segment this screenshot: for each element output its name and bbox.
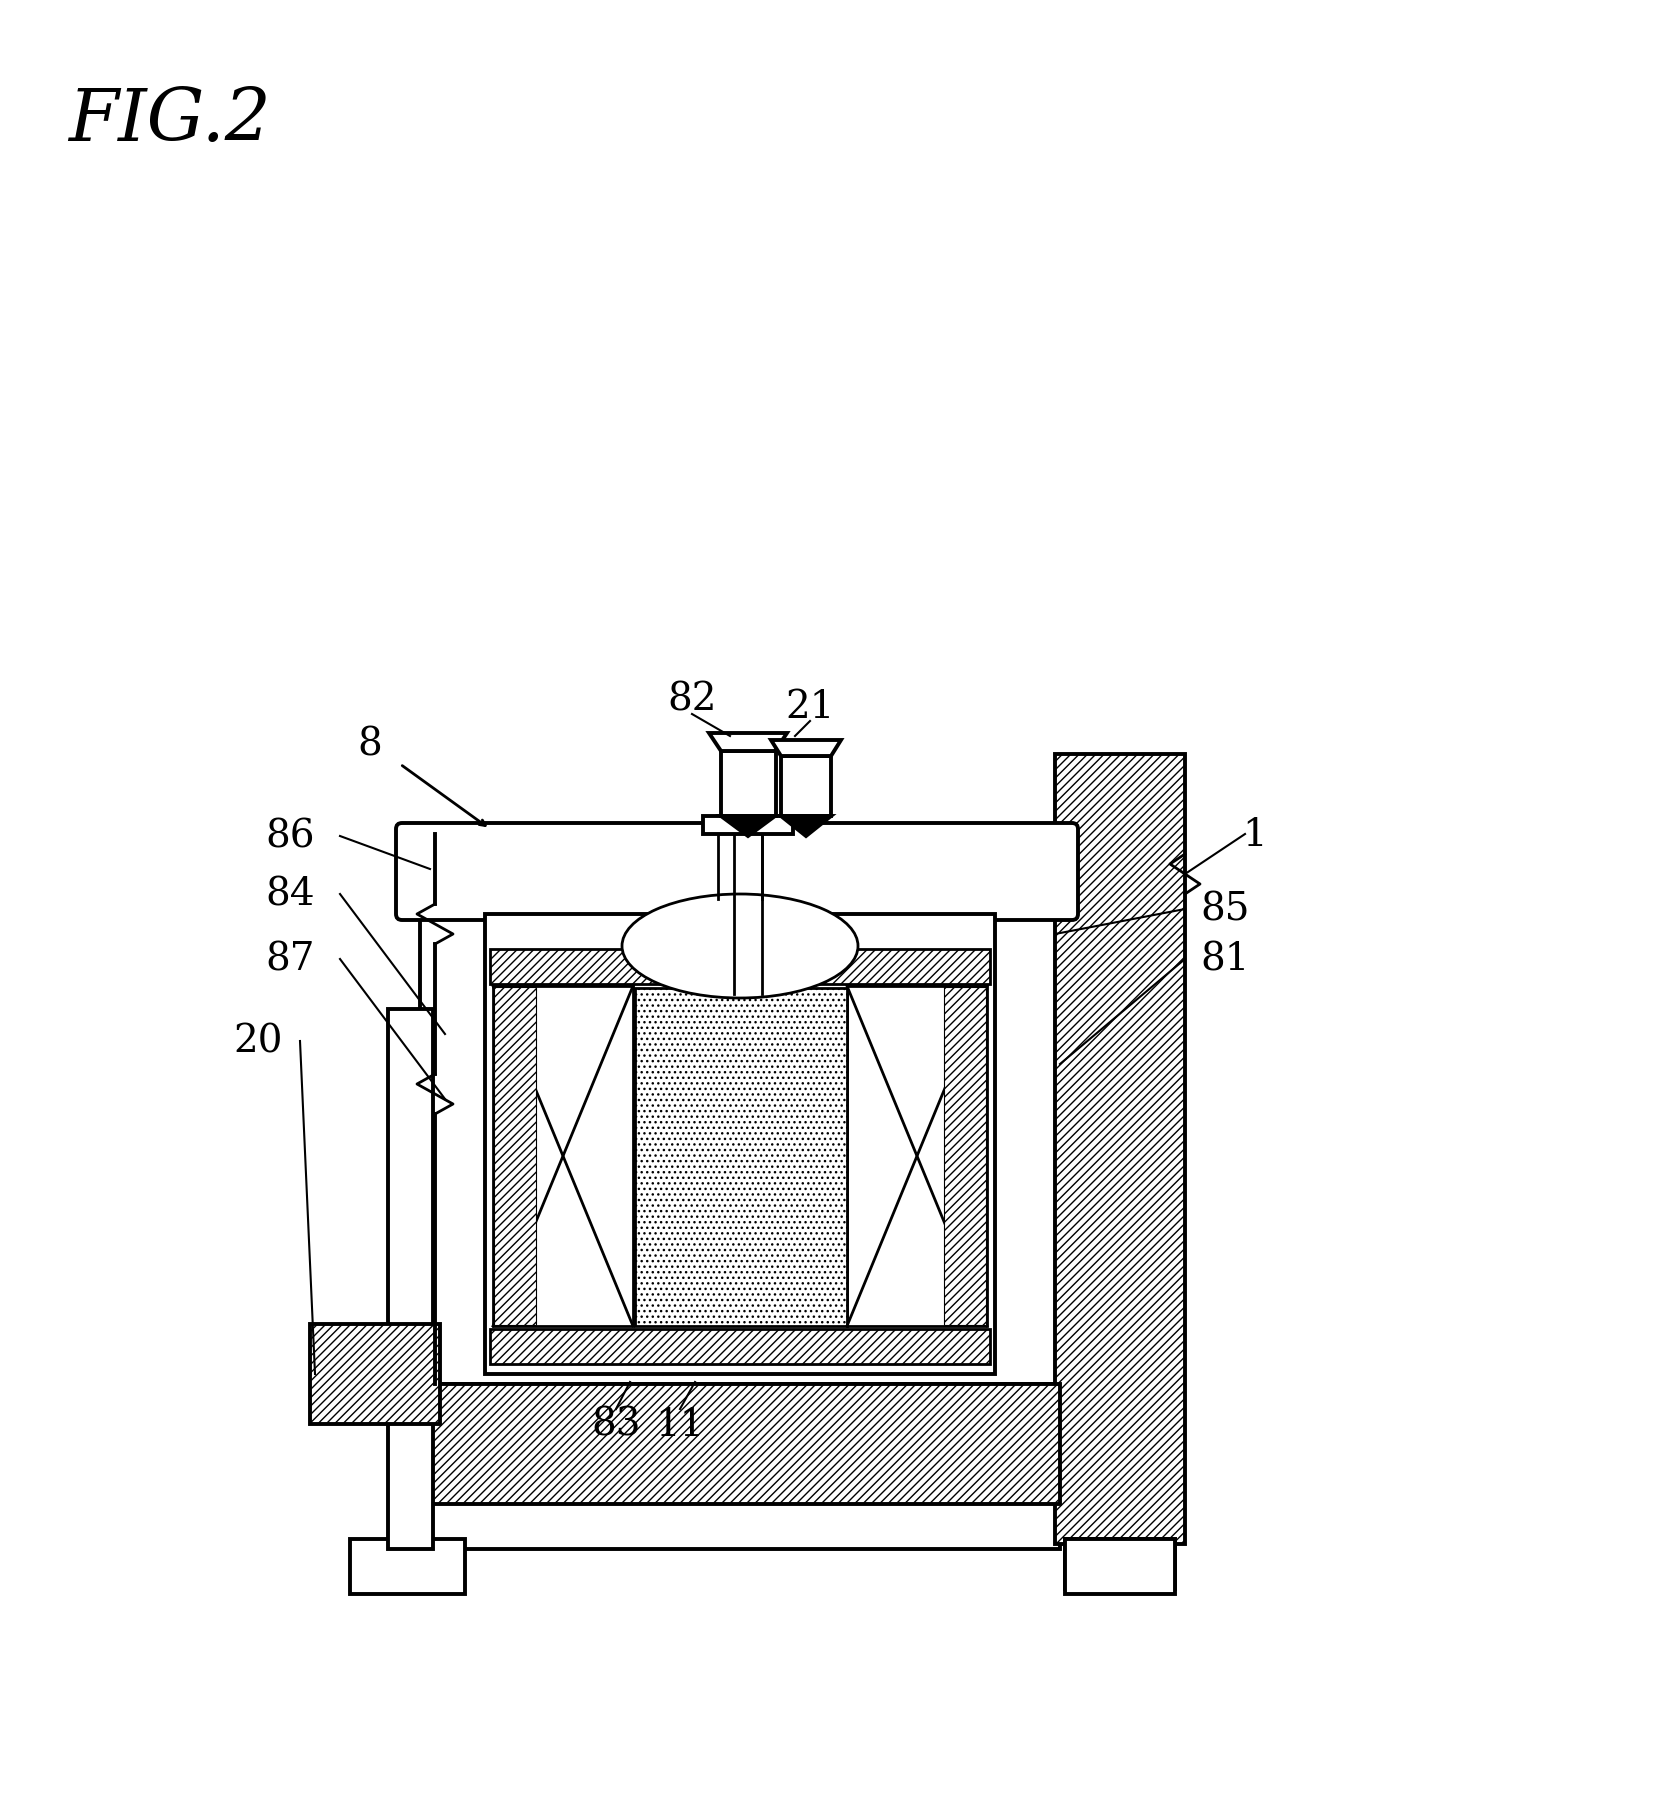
Polygon shape bbox=[721, 816, 774, 836]
Bar bbox=[431, 1498, 1059, 1549]
Bar bbox=[402, 829, 1073, 914]
Text: 84: 84 bbox=[265, 876, 315, 912]
Bar bbox=[721, 751, 776, 816]
Bar bbox=[489, 1330, 991, 1364]
Bar bbox=[1054, 755, 1185, 1544]
FancyBboxPatch shape bbox=[396, 824, 1078, 920]
Bar bbox=[702, 816, 793, 834]
Text: FIG.2: FIG.2 bbox=[69, 85, 272, 156]
Text: 81: 81 bbox=[1200, 941, 1250, 978]
Bar bbox=[493, 987, 634, 1326]
Bar bbox=[781, 756, 831, 816]
Text: 87: 87 bbox=[265, 941, 315, 978]
Text: 86: 86 bbox=[265, 818, 315, 854]
Bar bbox=[484, 914, 996, 1375]
Bar bbox=[431, 1384, 1059, 1504]
Text: 83: 83 bbox=[592, 1406, 640, 1442]
Text: 1: 1 bbox=[1242, 816, 1267, 853]
Bar bbox=[494, 987, 536, 1326]
Ellipse shape bbox=[622, 894, 858, 998]
Bar bbox=[944, 987, 985, 1326]
Bar bbox=[635, 989, 846, 1326]
Text: 20: 20 bbox=[233, 1023, 283, 1059]
Polygon shape bbox=[781, 816, 831, 836]
Bar bbox=[1064, 1538, 1175, 1595]
Text: 21: 21 bbox=[786, 688, 835, 726]
Text: 82: 82 bbox=[667, 680, 717, 718]
Bar bbox=[846, 987, 987, 1326]
Bar bbox=[350, 1538, 464, 1595]
Bar bbox=[1064, 1538, 1175, 1589]
Text: 8: 8 bbox=[357, 726, 382, 764]
Text: 11: 11 bbox=[655, 1406, 704, 1442]
Text: 85: 85 bbox=[1200, 891, 1250, 929]
Bar bbox=[389, 1009, 432, 1549]
Polygon shape bbox=[709, 733, 788, 751]
Bar bbox=[310, 1324, 441, 1424]
Bar bbox=[489, 949, 991, 985]
Polygon shape bbox=[771, 740, 841, 756]
Bar bbox=[421, 894, 1059, 1384]
